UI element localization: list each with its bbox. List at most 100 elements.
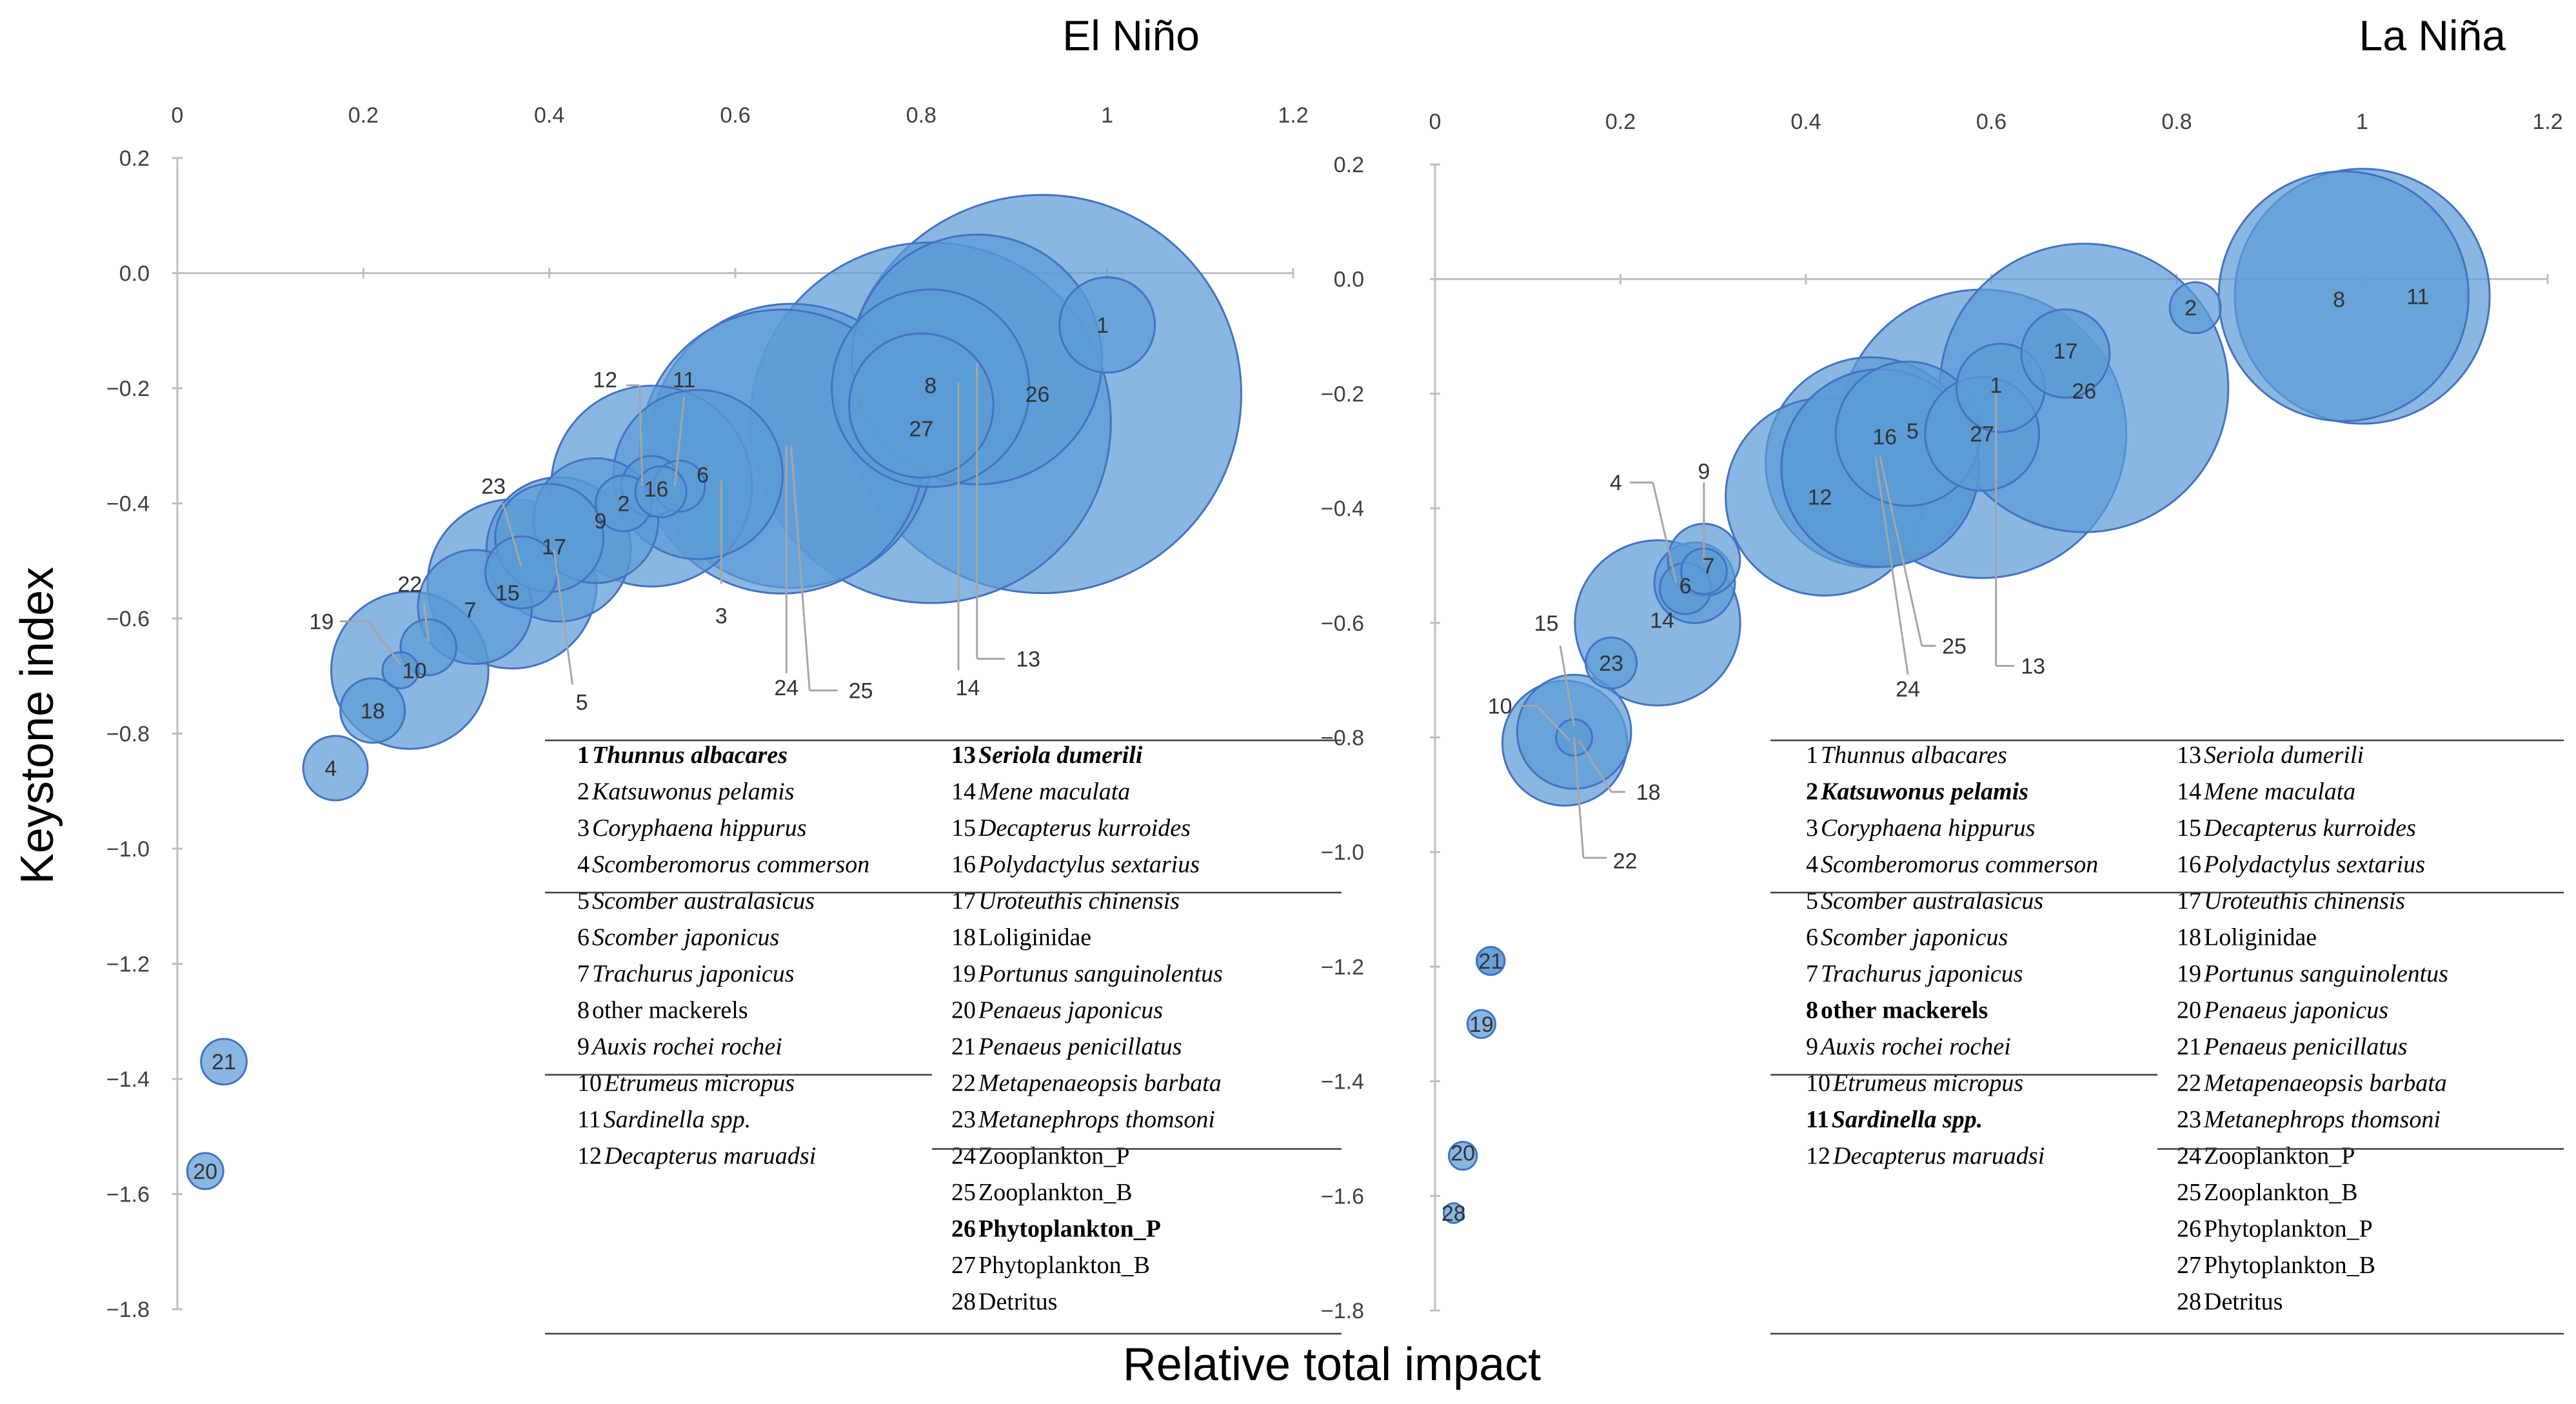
- legend-number: 6: [577, 924, 590, 951]
- y-tick-label: −1.2: [1321, 955, 1364, 980]
- y-tick-label: 0.0: [119, 262, 150, 286]
- bubble-label-24: 24: [774, 676, 798, 700]
- legend-item-19: 19 Portunus sanguinolentus: [951, 960, 1223, 987]
- legend-item-25: 25 Zooplankton_B: [951, 1179, 1133, 1206]
- legend-name: Katsuwonus pelamis: [591, 778, 795, 806]
- legend-name: Phytoplankton_P: [978, 1216, 1161, 1243]
- bubble-18: [339, 677, 406, 744]
- bubble-label-20: 20: [193, 1160, 217, 1184]
- legend-name: Sardinella spp.: [604, 1106, 751, 1133]
- bubble-label-23: 23: [1599, 651, 1623, 676]
- leader-line: [790, 446, 811, 691]
- y-tick-label: −1.8: [1321, 1299, 1364, 1323]
- bubble-label-14: 14: [956, 676, 980, 700]
- legend-number: 23: [2177, 1106, 2201, 1133]
- leader-line: [673, 397, 686, 486]
- bubble-19: [1466, 1009, 1497, 1039]
- legend-name: Phytoplankton_B: [2204, 1252, 2375, 1279]
- legend-item-9: 9 Auxis rochei rochei: [1806, 1033, 2011, 1060]
- legend-item-24: 24 Zooplankton_P: [2177, 1143, 2355, 1170]
- legend-name: Phytoplankton_B: [978, 1252, 1150, 1279]
- x-tick-label: 0.4: [534, 103, 564, 128]
- legend-number: 1: [1806, 742, 1818, 769]
- legend-item-21: 21 Penaeus penicillatus: [2177, 1033, 2408, 1060]
- legend-name: Penaeus japonicus: [978, 997, 1163, 1024]
- y-tick-label: 0.2: [119, 146, 150, 171]
- legend-item-8: 8 other mackerels: [577, 997, 748, 1024]
- legend-item-9: 9 Auxis rochei rochei: [577, 1033, 782, 1060]
- legend-name: Uroteuthis chinensis: [2204, 887, 2405, 915]
- legend-name: Sardinella spp.: [1832, 1106, 1983, 1133]
- legend-name: Mene maculata: [2203, 778, 2355, 806]
- legend-item-13: 13 Seriola dumerili: [2177, 742, 2364, 769]
- legend-name: Portunus sanguinolentus: [978, 960, 1223, 987]
- bubble-label-25: 25: [1942, 634, 1967, 658]
- bubble-label-23: 23: [481, 475, 506, 499]
- x-tick-label: 1.2: [2532, 110, 2562, 134]
- legend-item-8: 8 other mackerels: [1806, 997, 1988, 1024]
- legend-item-5: 5 Scomber australasicus: [577, 887, 815, 915]
- bubble-label-8: 8: [924, 374, 936, 399]
- chart-title: El Niño: [1062, 12, 1200, 59]
- bubble-label-16: 16: [644, 477, 669, 502]
- legend-number: 8: [1806, 997, 1818, 1024]
- bubble-12: [634, 465, 688, 519]
- leader-line: [1874, 456, 1909, 675]
- legend-number: 20: [2177, 997, 2201, 1024]
- legend-name: Decapterus maruadsi: [604, 1143, 816, 1170]
- leader-line: [1573, 737, 1585, 858]
- legend-number: 24: [951, 1143, 976, 1170]
- leader-line: [422, 601, 430, 642]
- legend-number: 24: [2177, 1143, 2201, 1170]
- legend-name: Scomberomorus commerson: [592, 851, 869, 878]
- legend-number: 4: [1806, 851, 1818, 878]
- legend-name: Zooplankton_P: [2204, 1143, 2355, 1170]
- legend-number: 7: [1806, 960, 1818, 987]
- legend-item-7: 7 Trachurus japonicus: [1806, 960, 2023, 987]
- bubble-label-4: 4: [1610, 471, 1622, 495]
- legend-number: 25: [2177, 1179, 2201, 1206]
- legend-number: 27: [951, 1252, 976, 1279]
- legend-name: Penaeus penicillatus: [2203, 1033, 2408, 1060]
- legend-number: 4: [577, 851, 590, 878]
- legend-number: 17: [951, 887, 976, 915]
- legend-name: Uroteuthis chinensis: [978, 887, 1180, 915]
- legend-name: Metanephrops thomsoni: [2203, 1106, 2441, 1133]
- bubble-label-18: 18: [1636, 780, 1661, 805]
- x-tick-label: 0.2: [348, 103, 379, 128]
- bubble-label-26: 26: [2072, 379, 2096, 404]
- legend-number: 2: [577, 778, 590, 806]
- legend-name: other mackerels: [592, 997, 748, 1024]
- el-nino-panel: El Niño 0 0.2 0.4 0.6 0.8 1 1.2 0.2 0.0 −0.2 −0.4 −0…: [106, 12, 1342, 1335]
- legend-name: Scomber japonicus: [592, 924, 779, 951]
- legend-name: Decapterus maruadsi: [1832, 1143, 2045, 1170]
- legend-item-27: 27 Phytoplankton_B: [951, 1252, 1150, 1279]
- legend-item-17: 17 Uroteuthis chinensis: [951, 887, 1180, 915]
- y-tick-label: −0.2: [106, 377, 150, 401]
- legend-number: 23: [951, 1106, 976, 1133]
- legend-name: Metapenaeopsis barbata: [978, 1070, 1222, 1097]
- leader-line: [1879, 456, 1923, 646]
- bubble-label-4: 4: [324, 756, 337, 781]
- leader-line: [502, 503, 522, 568]
- bubble-label-3: 3: [715, 604, 728, 629]
- bubble-label-18: 18: [361, 699, 385, 724]
- bubble-label-16: 16: [1872, 425, 1897, 450]
- legend-item-1: 1 Thunnus albacares: [1806, 742, 2007, 769]
- legend-number: 2: [1806, 778, 1818, 806]
- leader-line: [367, 620, 402, 666]
- legend-number: 16: [2177, 851, 2201, 878]
- la-nina-panel: La Niña 0 0.2 0.4 0.6 0.8 1 1.2 0.2 0.0 −0.2 −0.4 −0…: [1321, 12, 2564, 1335]
- legend-item-22: 22 Metapenaeopsis barbata: [2177, 1070, 2447, 1097]
- legend-number: 5: [1806, 887, 1818, 915]
- bubble-label-1: 1: [1096, 313, 1109, 338]
- legend-number: 15: [2177, 815, 2201, 842]
- bubble-label-15: 15: [495, 581, 520, 606]
- bubble-17: [2020, 308, 2111, 399]
- bubble-20: [1447, 1140, 1478, 1171]
- bubble-label-2: 2: [618, 492, 630, 517]
- legend-item-15: 15 Decapterus kurroides: [951, 815, 1191, 842]
- bubble-label-5: 5: [576, 690, 588, 715]
- bubble-19: [381, 651, 420, 689]
